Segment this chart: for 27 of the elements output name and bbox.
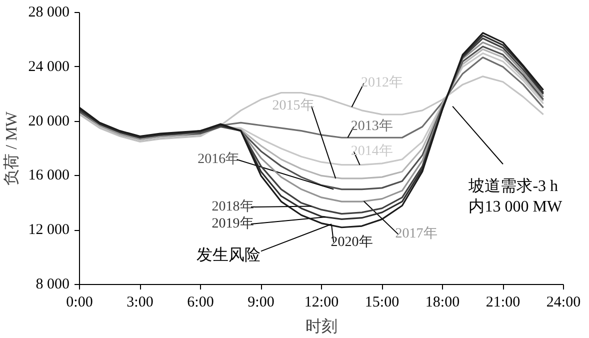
x-tick-label: 12:00	[304, 294, 339, 310]
y-tick-label: 16 000	[28, 168, 70, 184]
series-label: 2012年	[361, 74, 403, 91]
series-label: 2013年	[350, 118, 393, 134]
x-tick-label: 15:00	[364, 294, 400, 310]
x-tick-label: 0:00	[66, 294, 93, 310]
annotation: 发生风险	[196, 246, 261, 264]
text: 2019年	[212, 215, 254, 232]
y-tick-label: 28 000	[28, 4, 70, 20]
y-tick-label: 20 000	[28, 113, 70, 130]
x-tick-label: 9:00	[248, 294, 274, 310]
x-axis-title: 时刻	[306, 318, 338, 336]
series-label: 2016年	[198, 151, 240, 168]
series-label: 2020年	[330, 234, 373, 250]
x-tick-label: 6:00	[187, 294, 214, 310]
series-label: 2018年	[212, 198, 254, 214]
text: 2017年	[395, 226, 438, 242]
x-tick-label: 24:00	[546, 294, 581, 310]
x-tick-label: 3:00	[126, 294, 154, 310]
y-tick-label: 8 000	[36, 276, 70, 292]
y-axis-title: 负荷 / MW	[2, 110, 20, 186]
text: 2015年	[272, 98, 314, 114]
x-tick-label: 21:00	[486, 294, 520, 310]
y-tick-label: 24 000	[28, 58, 70, 75]
x-tick-label: 18:00	[425, 294, 460, 310]
y-tick-label: 12 000	[28, 222, 70, 238]
annotation: 坡道需求-3 h 内13 000 MW	[468, 177, 563, 216]
